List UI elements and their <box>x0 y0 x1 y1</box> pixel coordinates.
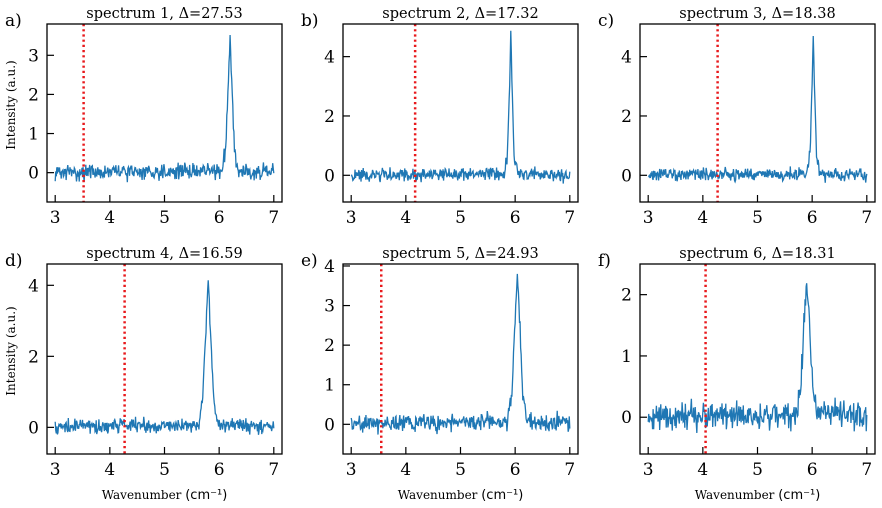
panel-label: a) <box>5 11 22 31</box>
y-tick-label: 4 <box>324 257 335 277</box>
y-tick-label: 2 <box>28 85 39 105</box>
panel-title: spectrum 6, Δ=18.31 <box>679 246 835 262</box>
x-tick-label: 7 <box>268 208 279 228</box>
y-tick-label: 2 <box>324 336 335 356</box>
y-tick-label: 1 <box>28 125 39 145</box>
x-tick-label: 6 <box>214 460 225 480</box>
x-tick-label: 6 <box>510 208 521 228</box>
x-tick-label: 7 <box>861 208 872 228</box>
panel-title: spectrum 3, Δ=18.38 <box>679 6 835 22</box>
x-tick-label: 7 <box>268 460 279 480</box>
x-tick-label: 5 <box>752 208 763 228</box>
x-tick-label: 3 <box>346 208 357 228</box>
x-tick-label: 6 <box>807 208 818 228</box>
spectrum-line <box>350 30 571 184</box>
y-tick-label: 0 <box>28 164 39 184</box>
panel-4: 3 4 5 6 7 0 2 4 spectrum 4, Δ=16.59 d) Intensity (… <box>4 246 283 503</box>
panel-5: 3 4 5 6 7 0 1 2 3 4 spectrum 5, Δ=24.93 e) Wavenumbe… <box>301 246 579 503</box>
x-tick-label: 6 <box>807 460 818 480</box>
x-tick-label: 4 <box>104 460 115 480</box>
x-tick-label: 6 <box>510 460 521 480</box>
x-tick-label: 7 <box>861 460 872 480</box>
y-tick-label: 2 <box>28 347 39 367</box>
y-tick-label: 0 <box>28 418 39 438</box>
spectrum-line <box>648 36 868 184</box>
y-tick-label: 4 <box>621 48 632 68</box>
x-tick-label: 4 <box>697 208 708 228</box>
panel-title: spectrum 5, Δ=24.93 <box>382 246 538 262</box>
x-tick-label: 5 <box>455 460 466 480</box>
panel-2: 3 4 5 6 7 0 2 4 spectrum 2, Δ=17.32 b) <box>301 6 579 228</box>
x-tick-label: 5 <box>752 460 763 480</box>
x-tick-label: 4 <box>697 460 708 480</box>
y-tick-label: 2 <box>621 107 632 127</box>
panel-label: c) <box>598 11 614 31</box>
x-tick-label: 4 <box>400 460 411 480</box>
y-tick-label: 1 <box>621 347 632 367</box>
panel-label: f) <box>598 251 611 271</box>
y-tick-label: 0 <box>324 415 335 435</box>
x-tick-label: 4 <box>400 208 411 228</box>
x-tick-label: 3 <box>643 460 654 480</box>
spectrum-line <box>54 280 275 435</box>
spectrum-line <box>647 283 868 434</box>
x-tick-label: 5 <box>455 208 466 228</box>
y-tick-label: 0 <box>621 166 632 186</box>
x-tick-label: 3 <box>50 460 61 480</box>
y-axis-label: Intensity (a.u.) <box>4 60 18 149</box>
spectrum-line <box>54 34 275 183</box>
y-tick-label: 0 <box>324 166 335 186</box>
x-axis-label: Wavenumber (cm⁻¹) <box>695 488 821 503</box>
panel-title: spectrum 2, Δ=17.32 <box>382 6 538 22</box>
y-tick-label: 4 <box>324 48 335 68</box>
y-axis-label: Intensity (a.u.) <box>4 306 18 395</box>
panel-title: spectrum 4, Δ=16.59 <box>86 246 242 262</box>
panel-label: e) <box>301 251 318 271</box>
x-tick-label: 5 <box>159 208 170 228</box>
panel-6: 3 4 5 6 7 0 1 2 spectrum 6, Δ=18.31 f) Wavenumber … <box>598 246 876 503</box>
y-tick-label: 0 <box>621 408 632 428</box>
y-tick-label: 3 <box>28 46 39 66</box>
y-tick-label: 1 <box>324 376 335 396</box>
x-axis-label: Wavenumber (cm⁻¹) <box>102 488 228 503</box>
y-tick-label: 3 <box>324 297 335 317</box>
x-tick-label: 5 <box>159 460 170 480</box>
x-axis-label: Wavenumber (cm⁻¹) <box>398 488 524 503</box>
x-tick-label: 7 <box>564 208 575 228</box>
x-tick-label: 7 <box>564 460 575 480</box>
y-tick-label: 2 <box>621 286 632 306</box>
y-tick-label: 2 <box>324 107 335 127</box>
x-tick-label: 3 <box>50 208 61 228</box>
panel-label: d) <box>5 251 23 271</box>
x-tick-label: 3 <box>643 208 654 228</box>
x-tick-label: 3 <box>346 460 357 480</box>
panel-3: 3 4 5 6 7 0 2 4 spectrum 3, Δ=18.38 c) <box>598 6 876 228</box>
panel-1: 3 4 5 6 7 0 1 2 3 spectrum 1, Δ=27.53 a) Intensity … <box>4 6 283 228</box>
x-tick-label: 6 <box>214 208 225 228</box>
spectrum-line <box>350 273 571 435</box>
y-tick-label: 4 <box>28 276 39 296</box>
x-tick-label: 4 <box>104 208 115 228</box>
panel-title: spectrum 1, Δ=27.53 <box>86 6 242 22</box>
panel-label: b) <box>301 11 319 31</box>
